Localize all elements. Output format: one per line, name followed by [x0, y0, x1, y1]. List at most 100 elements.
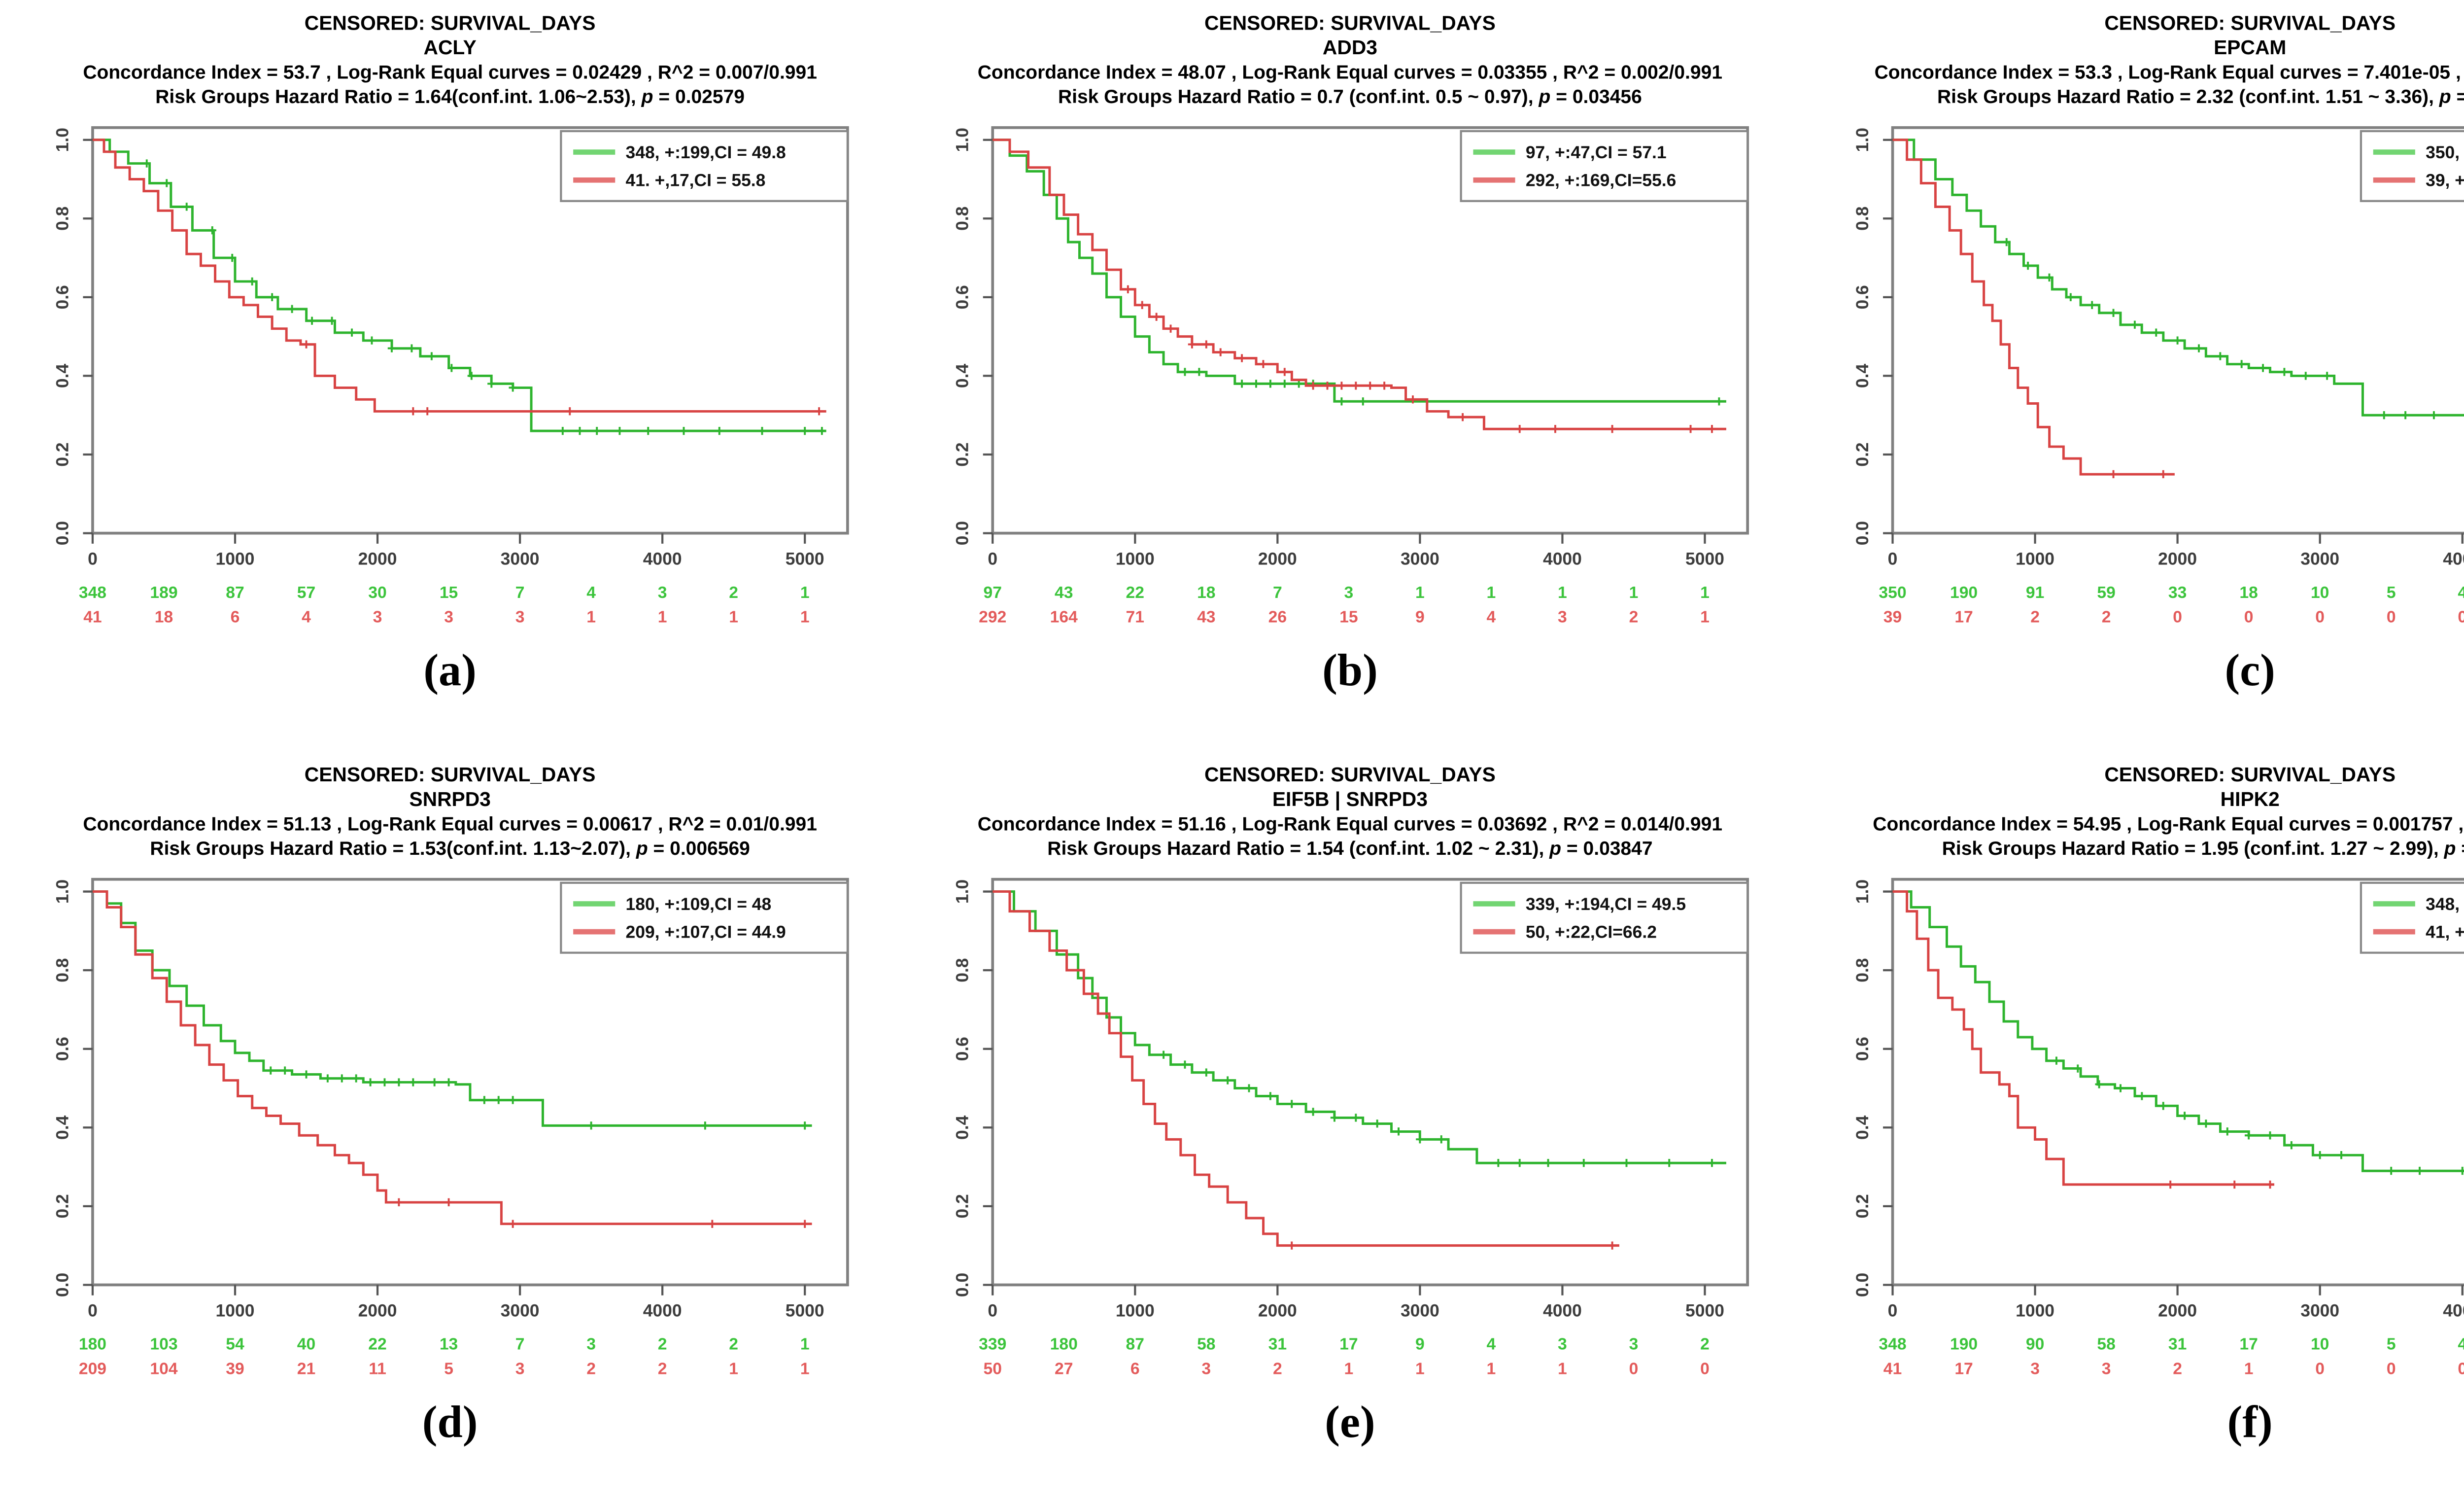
legend-box	[559, 130, 848, 203]
risk-count-red: 0	[2457, 608, 2464, 627]
risk-count-green: 3	[657, 584, 666, 602]
x-tick-label: 3000	[1400, 549, 1438, 569]
panel-label: (a)	[423, 645, 477, 697]
risk-count-green: 87	[1125, 1336, 1143, 1354]
y-tick-label: 0.0	[52, 522, 71, 546]
legend-label: 348, +:199,CI = 49.8	[625, 143, 785, 163]
panel-title: CENSORED: SURVIVAL_DAYS	[1204, 766, 1496, 787]
risk-count-green: 339	[978, 1336, 1005, 1354]
y-tick-label: 1.0	[1851, 128, 1871, 152]
km-panel-d: CENSORED: SURVIVAL_DAYS SNRPD3 Concordan…	[0, 752, 900, 1505]
legend-label: 209, +:107,CI = 44.9	[625, 922, 785, 942]
risk-count-green: 59	[2096, 584, 2115, 602]
risk-count-green: 1	[1699, 584, 1709, 602]
km-panel-f: CENSORED: SURVIVAL_DAYS HIPK2 Concordanc…	[1800, 752, 2464, 1505]
risk-count-red: 3	[514, 608, 524, 627]
legend-label: 39, +:14,CI = 58.4	[2425, 171, 2464, 191]
risk-count-red: 2	[2029, 608, 2039, 627]
risk-count-green: 18	[2239, 584, 2257, 602]
risk-count-red: 209	[78, 1360, 105, 1378]
x-tick-label: 0	[87, 1301, 97, 1321]
x-tick-label: 4000	[2442, 549, 2464, 569]
panel-titles: CENSORED: SURVIVAL_DAYS EPCAM Concordanc…	[1800, 0, 2464, 110]
risk-count-red: 3	[2101, 1360, 2110, 1378]
risk-count-red: 2	[585, 1360, 595, 1378]
legend-label: 97, +:47,CI = 57.1	[1525, 143, 1666, 163]
y-tick-label: 1.0	[952, 880, 971, 904]
risk-count-green: 1	[799, 584, 809, 602]
y-tick-label: 1.0	[952, 128, 971, 152]
panel-label: (e)	[1325, 1397, 1375, 1448]
risk-count-green: 58	[1196, 1336, 1214, 1354]
x-tick-label: 0	[1887, 1301, 1897, 1321]
green-group-curve	[992, 139, 1726, 403]
risk-count-red: 17	[1954, 1360, 1972, 1378]
concordance-line: Concordance Index = 48.07 , Log-Rank Equ…	[977, 62, 1723, 84]
risk-count-red: 41	[82, 608, 101, 627]
x-tick-label: 2000	[357, 1301, 396, 1321]
hazard-line: Risk Groups Hazard Ratio = 1.53(conf.int…	[150, 838, 750, 859]
risk-count-red: 1	[1557, 1360, 1566, 1378]
risk-count-green: 54	[225, 1336, 243, 1354]
x-tick-label: 1000	[1115, 549, 1154, 569]
risk-count-green: 22	[1125, 584, 1143, 602]
risk-count-green: 40	[296, 1336, 314, 1354]
y-tick-label: 0.6	[1851, 285, 1871, 310]
y-tick-label: 1.0	[52, 128, 71, 152]
risk-count-green: 10	[2310, 584, 2328, 602]
y-tick-label: 0.8	[952, 958, 971, 982]
y-tick-label: 0.8	[952, 207, 971, 231]
legend-label: 50, +:22,CI=66.2	[1525, 922, 1656, 942]
y-tick-label: 0.8	[52, 958, 71, 982]
risk-count-green: 3	[1343, 584, 1353, 602]
hazard-line: Risk Groups Hazard Ratio = 1.64(conf.int…	[155, 86, 745, 108]
red-group-curve	[92, 890, 811, 1226]
panel-title: CENSORED: SURVIVAL_DAYS	[304, 766, 596, 787]
y-tick-label: 0.2	[1851, 443, 1871, 467]
risk-count-green: 189	[149, 584, 177, 602]
risk-count-red: 3	[2029, 1360, 2039, 1378]
legend-box	[2359, 130, 2464, 203]
x-tick-label: 3000	[2299, 1301, 2338, 1321]
risk-count-green: 18	[1196, 584, 1214, 602]
hazard-line: Risk Groups Hazard Ratio = 1.54 (conf.in…	[1047, 838, 1653, 859]
risk-count-green: 58	[2096, 1336, 2115, 1354]
legend-label: 348, +:200,CI = 51.1	[2425, 895, 2464, 914]
x-tick-label: 2000	[1257, 1301, 1296, 1321]
y-tick-label: 0.6	[952, 1037, 971, 1061]
panel-title: CENSORED: SURVIVAL_DAYS	[1204, 14, 1496, 35]
risk-count-green: 180	[78, 1336, 105, 1354]
risk-count-red: 71	[1125, 608, 1143, 627]
y-tick-label: 0.0	[952, 522, 971, 546]
concordance-line: Concordance Index = 51.13 , Log-Rank Equ…	[83, 814, 817, 836]
red-group-curve	[992, 890, 1619, 1248]
x-tick-label: 0	[1887, 549, 1897, 569]
risk-count-green: 2	[728, 584, 738, 602]
concordance-line: Concordance Index = 53.7 , Log-Rank Equa…	[83, 62, 817, 84]
risk-count-green: 1	[1628, 584, 1638, 602]
x-tick-label: 4000	[2442, 1301, 2464, 1321]
risk-count-green: 30	[368, 584, 386, 602]
risk-count-green: 17	[2239, 1336, 2257, 1354]
risk-count-red: 6	[230, 608, 239, 627]
x-tick-label: 1000	[215, 1301, 254, 1321]
red-group-curve	[1891, 890, 2274, 1187]
risk-count-red: 2	[1628, 608, 1638, 627]
km-chart: 0100020003000400050000.00.20.40.60.81.03…	[1851, 126, 2464, 627]
risk-count-green: 87	[225, 584, 243, 602]
risk-count-green: 7	[1272, 584, 1281, 602]
legend-label: 41, +:16,CI = 58.7	[2425, 922, 2464, 942]
risk-count-red: 2	[1272, 1360, 1281, 1378]
risk-count-red: 2	[657, 1360, 666, 1378]
y-tick-label: 0.2	[952, 443, 971, 467]
y-tick-label: 0.2	[952, 1194, 971, 1219]
x-tick-label: 3000	[500, 1301, 539, 1321]
risk-count-green: 1	[1414, 584, 1424, 602]
risk-count-red: 0	[2457, 1360, 2464, 1378]
risk-count-red: 1	[799, 608, 809, 627]
risk-count-red: 1	[728, 1360, 738, 1378]
risk-count-red: 1	[799, 1360, 809, 1378]
x-tick-label: 5000	[785, 1301, 823, 1321]
